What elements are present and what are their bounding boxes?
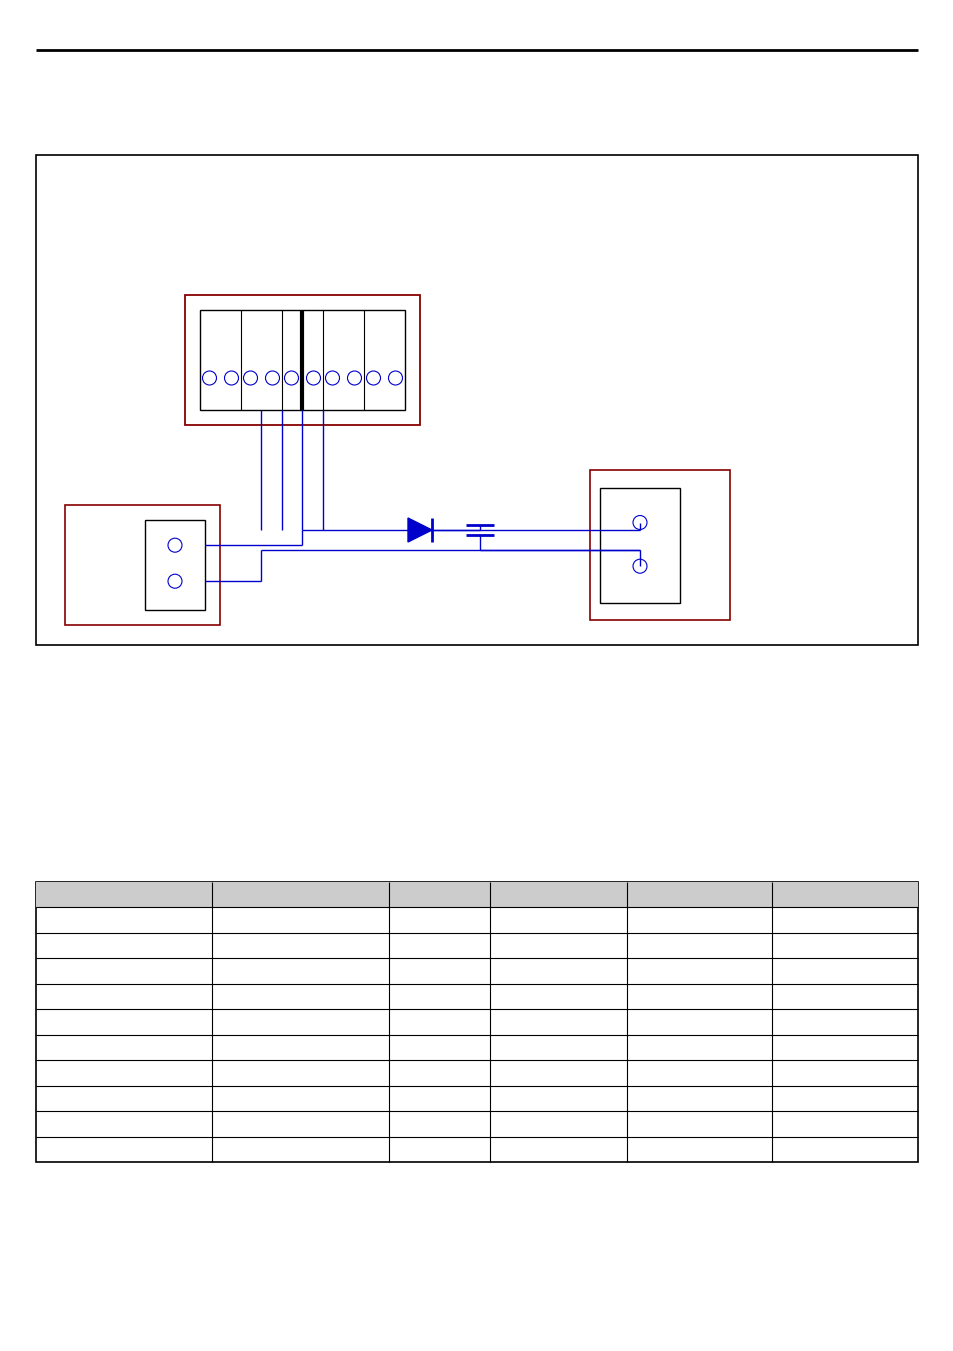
Bar [145,520,205,611]
Bar [36,882,917,1162]
Bar [185,295,419,426]
Bar [36,882,917,908]
Polygon shape [408,517,432,542]
Bar [599,488,679,603]
Bar [65,505,220,626]
Bar [200,309,405,409]
Bar [36,155,917,644]
Bar [589,470,729,620]
